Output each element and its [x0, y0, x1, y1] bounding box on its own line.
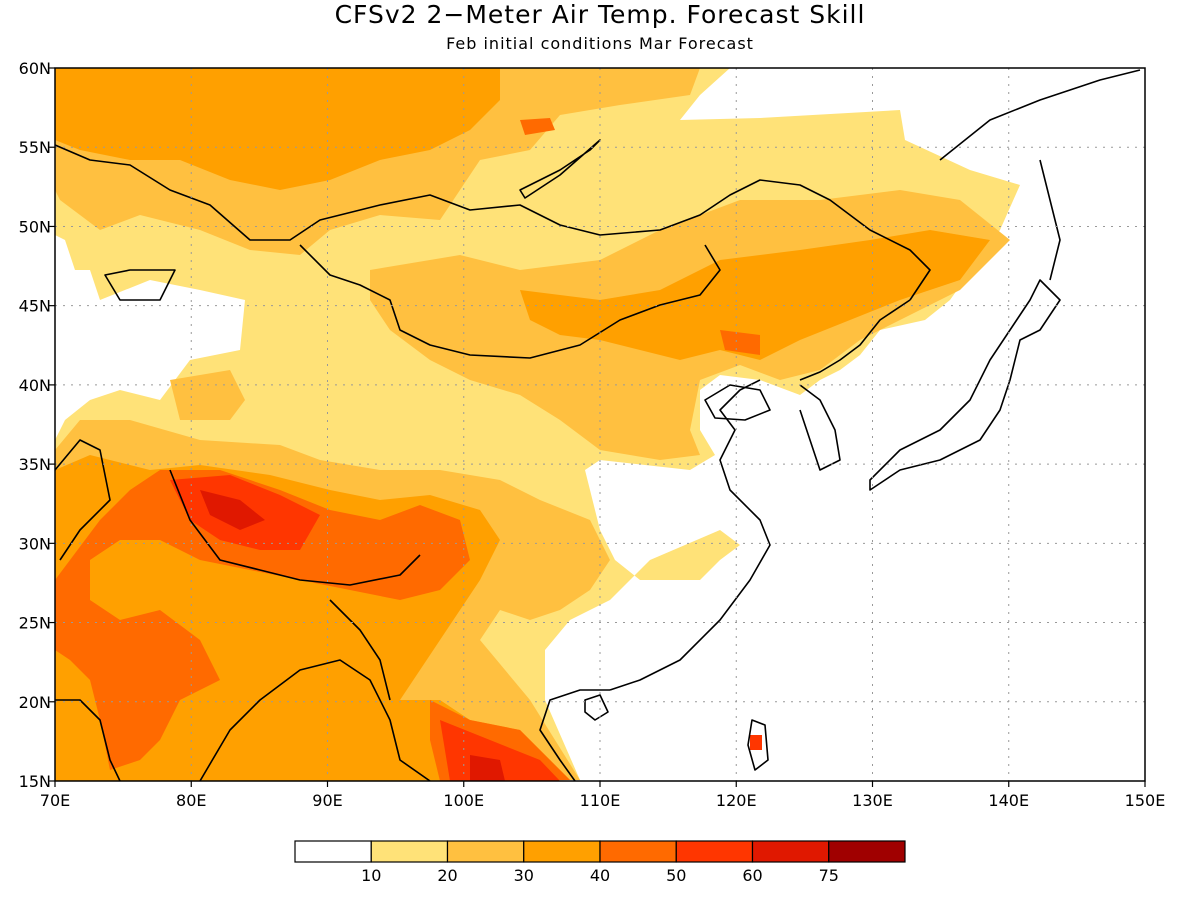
map-subtitle: Feb initial conditions Mar Forecast — [446, 34, 754, 53]
lat-tick-label: 55N — [19, 138, 51, 157]
gridlines — [55, 68, 1145, 781]
coast-hainan — [584, 694, 609, 721]
lon-tick-label: 80E — [176, 791, 206, 810]
colorbar-swatch — [751, 840, 830, 863]
lon-tick-label: 130E — [852, 791, 893, 810]
coast-kazakhstan-lake — [104, 269, 176, 301]
coast-korea — [799, 384, 841, 471]
lat-tick-label: 50N — [19, 217, 51, 236]
colorbar-swatch — [828, 840, 906, 863]
coast-china-east — [609, 379, 771, 691]
coastlines-and-borders — [55, 69, 1141, 781]
lon-tick-label: 110E — [580, 791, 621, 810]
skill-level-60-75 — [200, 490, 505, 781]
colorbar-label: 60 — [742, 866, 762, 885]
coast-sakhalin — [1039, 159, 1061, 281]
lon-tick-label: 150E — [1125, 791, 1166, 810]
border-russia-kazakhstan — [55, 144, 931, 301]
lat-tick-label: 25N — [19, 614, 51, 633]
axis-ticks: 70E 80E 90E 100E 110E 120E 130E 140E 150E 15N 20N 2… — [19, 59, 1166, 810]
colorbar-label: 10 — [361, 866, 381, 885]
border-himalaya — [169, 469, 421, 586]
coast-russia-far-east — [939, 69, 1141, 161]
coast-india — [55, 699, 121, 781]
coast-bohai — [704, 384, 771, 421]
colorbar-swatch — [675, 840, 754, 863]
lon-tick-label: 70E — [40, 791, 70, 810]
lat-tick-label: 45N — [19, 297, 51, 316]
colorbar-swatch — [446, 840, 525, 863]
lon-tick-label: 140E — [988, 791, 1029, 810]
colorbar-label: 40 — [590, 866, 610, 885]
skill-level-40-50 — [55, 118, 760, 781]
colorbar-label: 30 — [514, 866, 534, 885]
colorbar-label: 75 — [819, 866, 839, 885]
colorbar-swatch — [599, 840, 677, 863]
lat-tick-label: 15N — [19, 772, 51, 791]
lat-tick-label: 60N — [19, 59, 51, 78]
colorbar-label: 50 — [666, 866, 686, 885]
lon-tick-label: 100E — [443, 791, 484, 810]
lon-tick-label: 90E — [312, 791, 342, 810]
coast-japan — [869, 279, 1061, 491]
colorbar-label: 20 — [437, 866, 457, 885]
map-title: CFSv2 2−Meter Air Temp. Forecast Skill — [334, 0, 866, 29]
colorbar: 10 20 30 40 50 60 75 — [294, 840, 906, 885]
lat-tick-label: 20N — [19, 693, 51, 712]
border-myanmar — [329, 599, 391, 701]
coast-taiwan — [747, 719, 769, 771]
border-mongolia-china — [299, 244, 721, 359]
border-china-northeast — [799, 299, 911, 381]
lon-tick-label: 120E — [716, 791, 757, 810]
coast-indochina — [539, 689, 610, 781]
colorbar-swatch — [523, 840, 601, 863]
skill-level-30-40 — [55, 68, 990, 781]
lat-tick-label: 35N — [19, 455, 51, 474]
skill-field — [55, 68, 1020, 781]
lat-tick-label: 30N — [19, 534, 51, 553]
colorbar-swatch — [294, 840, 372, 863]
colorbar-swatch — [370, 840, 449, 863]
coast-bay-of-bengal — [199, 659, 431, 781]
lat-tick-label: 40N — [19, 376, 51, 395]
border-india-west — [55, 439, 111, 561]
